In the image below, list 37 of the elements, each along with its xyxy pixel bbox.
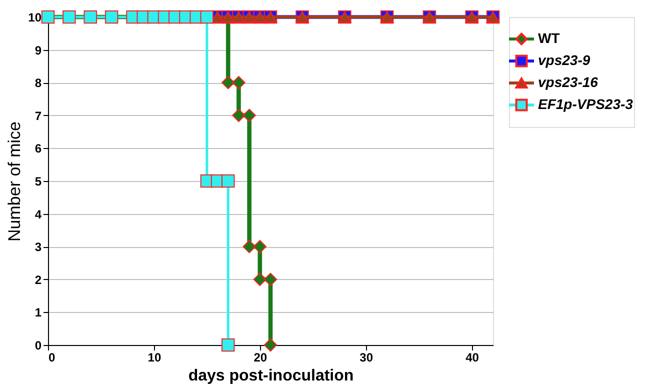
x-tick-label: 0 [48,350,56,364]
point [232,76,246,90]
legend-label: EF1p-VPS23-3 [538,96,634,112]
legend-label: vps23-9 [538,52,590,68]
point [221,338,235,352]
y-tick-label: 10 [28,10,42,24]
y-tick-label: 0 [34,338,42,352]
y-axis-title: Number of mice [5,122,24,242]
x-axis-title: days post-inoculation [188,368,354,384]
y-tick-label: 1 [34,306,42,320]
y-tick-label: 9 [34,43,42,58]
point [264,272,278,286]
point [253,272,267,286]
legend-label: vps23-16 [538,74,598,90]
y-tick-label: 4 [34,207,42,222]
point [242,240,256,254]
legend-label: WT [538,30,560,46]
point [253,240,267,254]
y-tick-label: 6 [34,142,42,156]
x-tick-label: 10 [148,350,162,364]
x-tick-label: 20 [254,350,268,364]
y-tick-label: 2 [34,272,42,287]
point [62,10,76,24]
point [232,108,246,122]
x-tick-label: 30 [360,350,374,364]
point [264,338,278,352]
point [200,10,214,24]
y-tick-label: 8 [34,76,42,90]
point [221,174,235,188]
point [84,10,98,24]
point [242,108,256,122]
point [104,10,118,24]
point [221,76,235,90]
x-tick-label: 40 [466,350,480,364]
y-tick-label: 3 [34,240,42,254]
y-tick-label: 7 [34,108,42,123]
y-tick-label: 5 [34,174,42,188]
